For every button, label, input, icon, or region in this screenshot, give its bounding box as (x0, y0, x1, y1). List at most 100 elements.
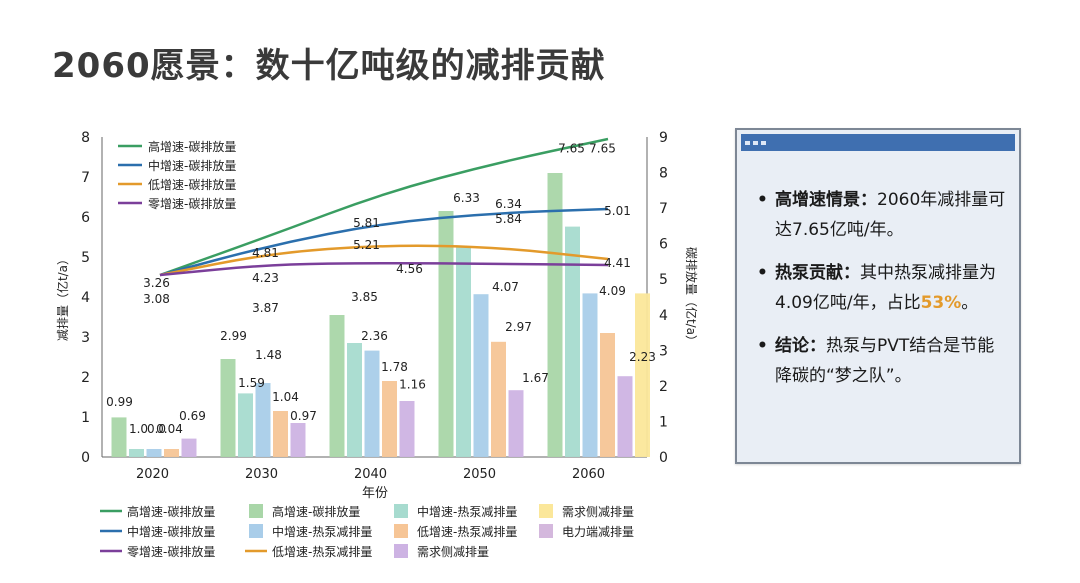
data-label: 2.36 (361, 329, 388, 343)
legend-bar-swatch (249, 504, 263, 518)
right-y-tick-label: 2 (659, 379, 668, 395)
x-tick-label: 2050 (463, 467, 496, 482)
bullet-dot-icon: • (757, 190, 768, 210)
left-y-tick-label: 7 (81, 170, 90, 186)
legend-label: 低增速-热泵减排量 (417, 525, 517, 539)
card-body: • 高增速情景：2060年减排量可达7.65亿吨/年。 • 热泵贡献：其中热泵减… (757, 185, 1007, 404)
bar (456, 247, 471, 457)
bullet-head: 高增速情景： (775, 190, 877, 210)
bar (164, 449, 179, 457)
bullet-dot-icon: • (757, 336, 768, 356)
bullet-head: 结论： (775, 336, 826, 356)
bar (238, 393, 253, 457)
right-y-tick-label: 7 (659, 201, 668, 217)
x-tick-label: 2060 (572, 467, 605, 482)
x-tick-label: 2030 (245, 467, 278, 482)
data-label: 1.59 (238, 376, 265, 390)
right-y-tick-label: 6 (659, 237, 668, 253)
card-title-bar (741, 134, 1015, 151)
legend-bar-swatch (539, 524, 553, 538)
left-y-tick-label: 5 (81, 250, 90, 266)
bar (508, 390, 524, 457)
bar (600, 333, 615, 457)
data-label: 4.23 (252, 271, 279, 285)
bar (255, 383, 271, 457)
x-axis-label: 年份 (362, 486, 388, 501)
legend-label: 零增速-碳排放量 (127, 544, 215, 559)
bullet-body: 热泵与PVT结合是节能降碳的“梦之队”。 (775, 336, 995, 386)
right-y-tick-label: 4 (659, 308, 668, 324)
series-line (159, 207, 609, 277)
data-label: 3.26 (143, 276, 170, 290)
bullet-head: 热泵贡献： (775, 263, 860, 283)
bullet-conclusion: • 结论：热泵与PVT结合是节能降碳的“梦之队”。 (757, 331, 1007, 391)
left-y-tick-label: 3 (81, 330, 90, 346)
bar (382, 381, 397, 457)
legend-bar-swatch (249, 524, 263, 538)
bar (146, 449, 162, 457)
bar (220, 359, 236, 457)
data-label: 3.08 (143, 292, 170, 306)
left-y-axis-label: 减排量（亿t/a） (55, 253, 70, 341)
left-y-tick-label: 0 (81, 450, 90, 466)
window-dot-icon (761, 141, 766, 145)
right-y-tick-label: 3 (659, 343, 668, 359)
right-y-tick-label: 5 (659, 272, 668, 288)
legend-label: 低增速-碳排放量 (148, 177, 236, 192)
data-label: 5.21 (353, 238, 380, 252)
data-label: 5.81 (353, 216, 380, 230)
bar (111, 417, 127, 457)
bullet-body: 其中热泵减排量为4.09亿吨/年，占比 (775, 263, 996, 313)
data-label: 0.0 (147, 422, 166, 436)
left-y-tick-label: 4 (81, 290, 90, 306)
legend-bar-swatch (539, 504, 553, 518)
bar (438, 211, 454, 457)
summary-card: • 高增速情景：2060年减排量可达7.65亿吨/年。 • 热泵贡献：其中热泵减… (735, 128, 1021, 464)
bar (617, 376, 633, 457)
data-label: 1.16 (399, 378, 426, 392)
data-label: 2.99 (220, 329, 247, 343)
data-label: 1.78 (381, 360, 408, 374)
legend-label: 需求侧减排量 (562, 505, 634, 519)
left-y-tick-label: 2 (81, 370, 90, 386)
right-y-tick-label: 1 (659, 414, 668, 430)
data-label: 1.0 (129, 422, 148, 436)
legend-label: 低增速-热泵减排量 (272, 545, 372, 559)
right-y-axis-label: 碳排放量（亿t/a） (684, 247, 699, 347)
bar (547, 173, 563, 457)
series-line (159, 137, 609, 277)
data-label: 4.07 (492, 280, 519, 294)
data-label: 4.56 (396, 262, 423, 276)
legend-label: 中增速-碳排放量 (148, 158, 236, 173)
data-label: 3.85 (351, 290, 378, 304)
legend-label: 高增速-碳排放量 (148, 139, 236, 154)
bar (181, 438, 197, 457)
bullet-high-growth: • 高增速情景：2060年减排量可达7.65亿吨/年。 (757, 185, 1007, 245)
data-label: 5.84 (495, 212, 522, 226)
left-y-tick-label: 6 (81, 210, 90, 226)
data-label: 5.01 (604, 204, 631, 218)
legend-bar-swatch (394, 524, 408, 538)
slide-title: 2060愿景：数十亿吨级的减排贡献 (52, 46, 606, 86)
legend-bar-swatch (394, 504, 408, 518)
bar (491, 341, 506, 457)
window-dot-icon (745, 141, 750, 145)
data-label: 6.33 (453, 191, 480, 205)
data-label: 0.97 (290, 409, 317, 423)
bar (290, 423, 306, 457)
data-label: 0.69 (179, 409, 206, 423)
bar (273, 411, 288, 457)
bar (473, 294, 489, 457)
data-label: 1.04 (272, 390, 299, 404)
legend-label: 中增速-热泵减排量 (272, 524, 372, 539)
data-label: 6.34 (495, 197, 522, 211)
data-label: 2.97 (505, 320, 532, 334)
bar (329, 315, 345, 457)
legend-label: 中增速-碳排放量 (127, 524, 215, 539)
right-y-tick-label: 8 (659, 166, 668, 182)
legend-label: 中增速-热泵减排量 (417, 504, 517, 519)
data-label: 4.09 (599, 284, 626, 298)
data-label: 0.04 (156, 422, 183, 436)
data-label: 2.23 (629, 350, 656, 364)
bar (582, 293, 598, 457)
